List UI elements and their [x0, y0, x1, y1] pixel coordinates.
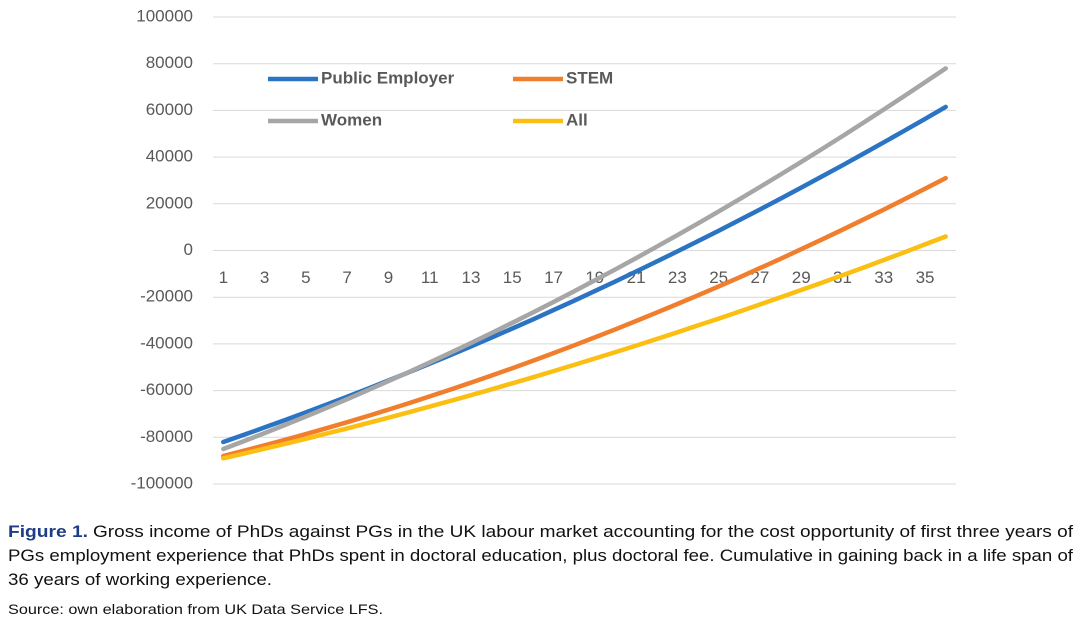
y-tick-label: 60000: [146, 100, 193, 119]
x-tick-label: 5: [301, 268, 310, 287]
y-tick-label: -20000: [140, 287, 193, 306]
y-tick-label: 20000: [146, 193, 193, 212]
x-tick-label: 3: [260, 268, 269, 287]
x-tick-label: 9: [384, 268, 393, 287]
x-tick-label: 11: [421, 268, 439, 287]
legend-label: STEM: [566, 68, 613, 87]
x-tick-label: 33: [874, 268, 893, 287]
x-tick-label: 23: [668, 268, 687, 287]
y-tick-label: -100000: [131, 473, 193, 492]
y-tick-label: 40000: [146, 147, 193, 166]
x-tick-label: 29: [792, 268, 811, 287]
y-tick-label: -80000: [140, 427, 193, 446]
caption-line: Gross income of PhDs against PGs in the …: [93, 522, 1073, 541]
legend-label: Women: [321, 110, 382, 129]
x-tick-label: 27: [750, 268, 769, 287]
series-line: [221, 66, 948, 452]
x-tick-label: 13: [462, 268, 481, 287]
y-tick-label: 0: [184, 240, 193, 259]
x-tick-label: 15: [503, 268, 522, 287]
y-tick-label: 100000: [136, 6, 193, 25]
legend-label: All: [566, 110, 588, 129]
caption-line: PGs employment experience that PhDs spen…: [8, 546, 1073, 565]
x-tick-label: 17: [544, 268, 563, 287]
series-line: [221, 104, 948, 445]
x-tick-label: 7: [342, 268, 351, 287]
caption-line: 36 years of working experience.: [8, 570, 272, 589]
y-tick-label: -40000: [140, 333, 193, 352]
legend-label: Public Employer: [321, 68, 455, 87]
x-tick-label: 1: [219, 268, 228, 287]
y-tick-label: -60000: [140, 380, 193, 399]
caption-label: Figure 1.: [8, 522, 88, 541]
y-tick-label: 80000: [146, 53, 193, 72]
x-tick-label: 35: [916, 268, 935, 287]
series-line: [221, 234, 948, 461]
source: Source: own elaboration from UK Data Ser…: [8, 601, 383, 617]
series-line: [221, 175, 948, 459]
